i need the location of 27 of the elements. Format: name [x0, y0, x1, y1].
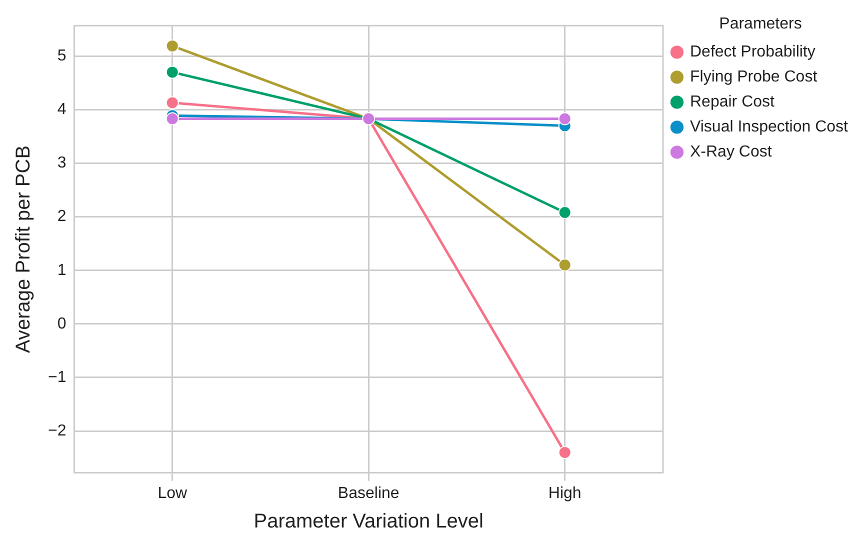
y-axis-title: Average Profit per PCB — [12, 145, 35, 353]
point — [166, 112, 179, 126]
y-tick-label: 1 — [57, 262, 66, 279]
y-tick-label: 3 — [57, 154, 66, 172]
y-tick-label: 5 — [57, 48, 66, 65]
point — [558, 112, 572, 126]
legend-label: X-Ray Cost — [690, 144, 772, 161]
point — [558, 446, 572, 459]
x-tick-label: Low — [158, 484, 188, 502]
point — [166, 66, 179, 79]
legend-title: Parameters — [719, 15, 802, 32]
y-tick-label: 0 — [57, 315, 66, 332]
legend-label: Repair Cost — [690, 94, 776, 111]
y-tick-label: −1 — [48, 368, 66, 386]
y-tick-label: −2 — [48, 422, 66, 440]
point — [558, 206, 572, 220]
legend-label: Flying Probe Cost — [690, 68, 818, 86]
x-tick-label: High — [548, 484, 582, 502]
legend-label: Defect Probability — [690, 44, 816, 61]
point — [166, 96, 179, 110]
x-axis-title: Parameter Variation Level — [254, 510, 484, 533]
x-tick-label: Baseline — [338, 484, 400, 502]
legend-label: Visual Inspection Cost — [690, 118, 849, 136]
point — [166, 39, 179, 52]
y-tick-label: 2 — [57, 208, 66, 226]
y-tick-label: 4 — [57, 101, 66, 118]
point — [558, 258, 572, 272]
